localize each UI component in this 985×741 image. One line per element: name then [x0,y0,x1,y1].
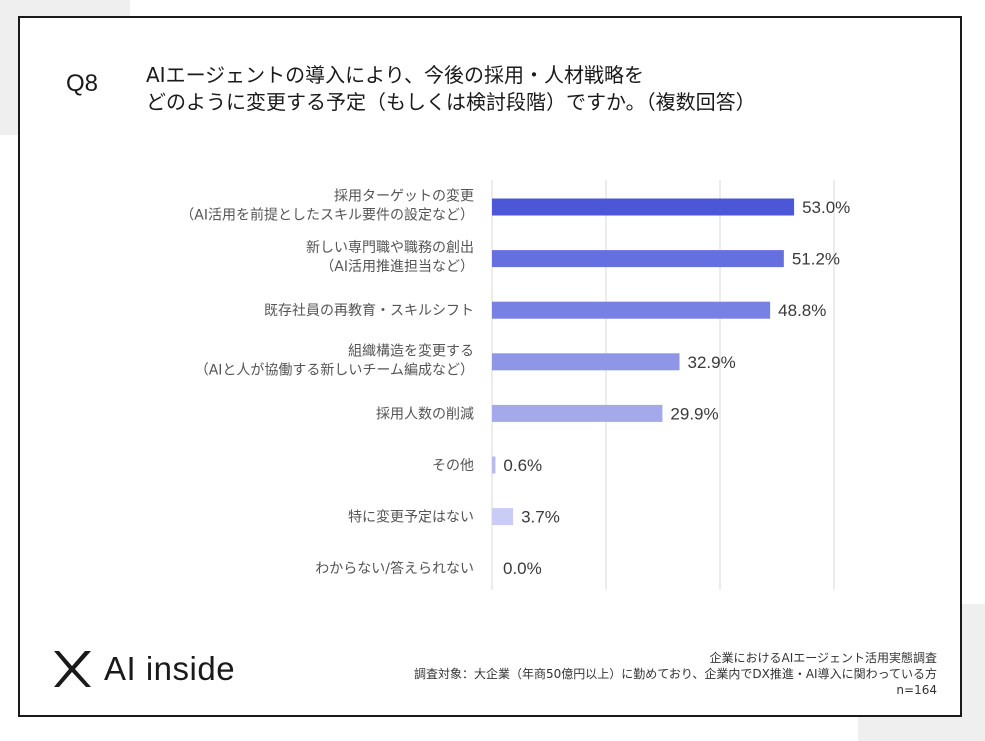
bar-value-label: 0.0% [503,559,542,578]
bar-value-label: 0.6% [503,456,542,475]
category-label-line: 採用ターゲットの変更 [334,188,474,205]
question-number: Q8 [66,70,99,97]
survey-title: 企業におけるAIエージェント活用実態調査 [709,651,937,665]
survey-target: 調査対象：大企業（年商50億円以上）に勤めており、企業内でDX推進・AI導入に関… [413,667,937,681]
chart-bars [492,198,795,526]
category-label-line: （AI活用推進担当など） [320,259,474,275]
bar-value-label: 53.0% [802,198,850,217]
category-label-line: 既存社員の再教育・スキルシフト [264,303,474,319]
category-label-line: 新しい専門職や職務の創出 [306,240,474,256]
sample-size: n=164 [896,683,937,697]
survey-footer: 企業におけるAIエージェント活用実態調査 調査対象：大企業（年商50億円以上）に… [414,650,937,698]
bar [492,404,663,422]
question-line-2: どのように変更する予定（もしくは検討段階）ですか。（複数回答） [146,90,756,114]
bar-value-label: 48.8% [778,301,826,320]
ai-inside-x-icon [54,651,91,687]
category-label: 新しい専門職や職務の創出 （AI活用推進担当など） [306,240,474,275]
bar-value-label: 32.9% [688,353,736,372]
category-label: 採用人数の削減 [376,405,474,422]
category-label: その他 [432,458,474,474]
category-label: 特に変更予定はない [348,509,474,526]
bar-value-label: 3.7% [521,508,560,527]
question-line-1: AIエージェントの導入により、今後の採用・人材戦略を [146,63,644,87]
category-label: 既存社員の再教育・スキルシフト [264,303,474,319]
question-text: AIエージェントの導入により、今後の採用・人材戦略を どのように変更する予定（も… [146,62,756,116]
bar-value-label: 29.9% [670,404,718,423]
category-label-line: 採用人数の削減 [376,405,474,422]
bar [492,456,496,474]
bar [492,353,680,371]
content-frame [18,16,962,717]
chart-value-labels: 53.0% 51.2% 48.8% 32.9% 29.9% 0.6% 3.7% 0.0% [503,198,850,578]
logo-text: AI inside [104,650,236,687]
category-label-line: （AIと人が協働する新しいチーム編成など） [195,362,474,378]
category-label: わからない/答えられない [315,560,474,577]
bar [492,250,784,268]
category-label-line: 組織構造を変更する [348,342,474,359]
category-label-line: その他 [432,458,474,474]
bar [492,508,514,526]
chart-gridlines [491,180,835,590]
chart-category-labels: 採用ターゲットの変更 （AI活用を前提としたスキル要件の設定など） 新しい専門職や職… [180,188,474,578]
category-label: 採用ターゲットの変更 （AI活用を前提としたスキル要件の設定など） [180,188,474,224]
category-label-line: わからない/答えられない [315,560,474,577]
bar [492,198,795,216]
category-label: 組織構造を変更する （AIと人が協働する新しいチーム編成など） [195,342,474,378]
bar-value-label: 51.2% [792,250,840,269]
bar [492,301,771,319]
category-label-line: （AI活用を前提としたスキル要件の設定など） [180,207,474,224]
category-label-line: 特に変更予定はない [348,509,474,526]
ai-inside-logo: AI inside [52,650,235,688]
